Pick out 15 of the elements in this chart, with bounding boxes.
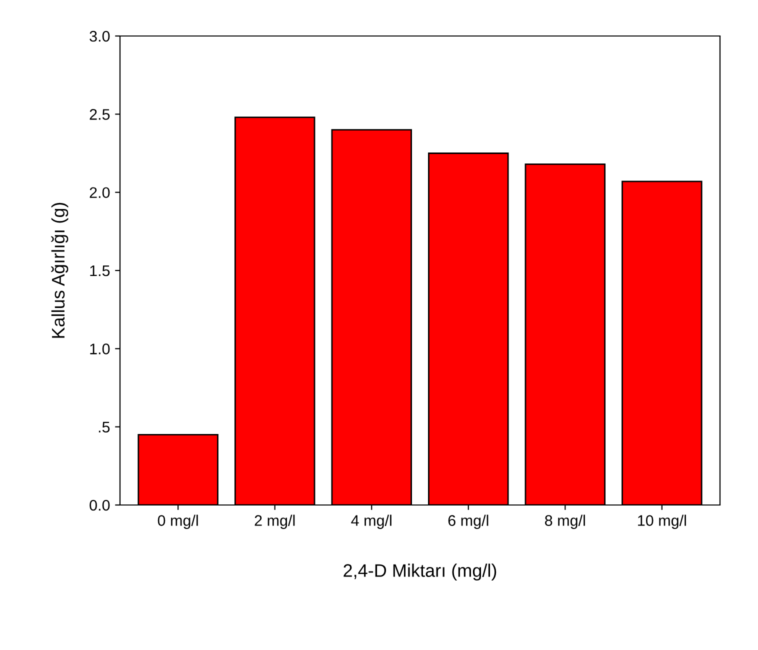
y-tick-label: 1.0 xyxy=(90,344,110,354)
y-axis-title: Kallus Ağırlığı (g) xyxy=(51,202,68,338)
y-tick-label: 2.0 xyxy=(90,187,110,198)
y-tick-label: .5 xyxy=(98,422,110,433)
y-tick-label: 3.0 xyxy=(90,30,110,42)
x-tick-label: 0 mg/l xyxy=(158,514,198,529)
x-tick-label: 10 mg/l xyxy=(638,514,686,529)
y-tick-label: 2.5 xyxy=(90,109,110,120)
x-tick-label: 4 mg/l xyxy=(351,514,392,529)
x-tick-label: 8 mg/l xyxy=(545,514,585,529)
x-tick-label: 2 mg/l xyxy=(254,514,295,529)
x-tick-label: 6 mg/l xyxy=(448,514,488,529)
y-tick-label: 1.5 xyxy=(90,266,110,276)
x-axis-title: 2,4-D Miktarı (mg/l) xyxy=(344,564,496,581)
y-tick-label: 0.0 xyxy=(90,500,110,511)
